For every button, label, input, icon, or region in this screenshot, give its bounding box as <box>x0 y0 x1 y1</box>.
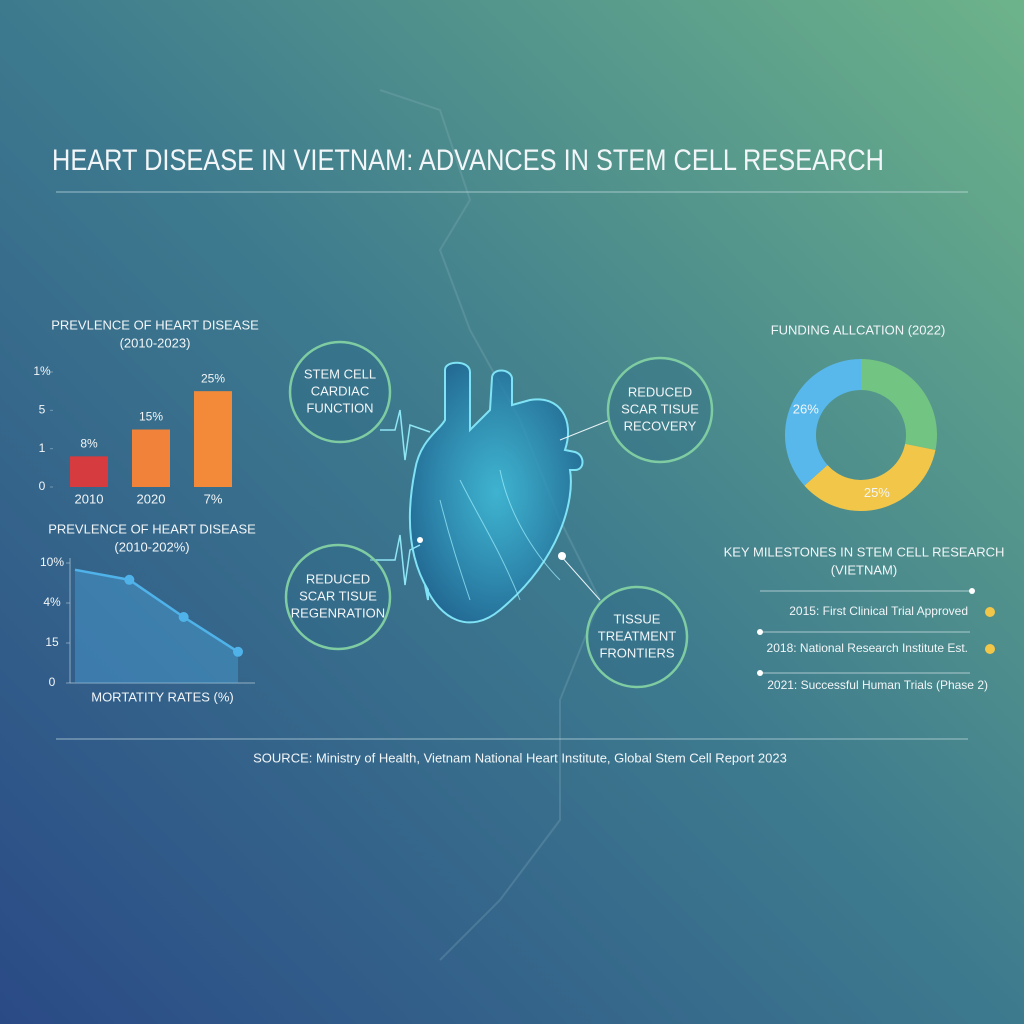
y-tick-label: 4% <box>43 595 61 609</box>
x-axis-label: MORTATITY RATES (%) <box>91 689 234 704</box>
bubble-label: SCAR TISUE <box>621 401 699 416</box>
donut-segment <box>804 443 936 512</box>
main-title: HEART DISEASE IN VIETNAM: ADVANCES IN ST… <box>52 144 884 177</box>
bubble-label: CARDIAC <box>311 383 370 398</box>
bar <box>132 429 170 487</box>
x-tick-label: 7% <box>204 491 223 506</box>
bar <box>70 456 108 487</box>
point <box>233 646 243 657</box>
bubble-label: TREATMENT <box>598 628 677 643</box>
bubble-label: REDUCED <box>306 571 370 586</box>
y-tick-label: 15 <box>45 635 59 649</box>
bubble-label: STEM CELL <box>304 366 376 381</box>
bubble-label: RECOVERY <box>624 418 697 433</box>
bubble-label: FRONTIERS <box>599 645 674 660</box>
bar <box>194 391 232 487</box>
chart-title: FUNDING ALLCATION (2022) <box>771 322 946 337</box>
milestone: 2015: First Clinical Trial Approved <box>789 604 968 618</box>
node <box>417 537 423 543</box>
milestones-title: KEY MILESTONES IN STEM CELL RESEARCH <box>724 544 1005 559</box>
source: SOURCE: Ministry of Health, Vietnam Nati… <box>253 750 787 765</box>
area <box>75 569 238 683</box>
connector <box>559 419 611 441</box>
donut-segment <box>861 359 938 451</box>
heart-illustration <box>370 361 611 624</box>
chart-title: PREVLENCE OF HEART DISEASE <box>48 521 256 536</box>
milestone-dot <box>985 607 995 617</box>
x-tick-label: 2010 <box>75 491 104 506</box>
chart-title: (2010-2023) <box>120 335 191 350</box>
value-label: 8% <box>80 437 98 451</box>
y-tick-label: 10% <box>40 555 64 569</box>
value-label: 26% <box>793 402 819 417</box>
bubble <box>284 543 392 651</box>
milestones-title: (VIETNAM) <box>831 562 897 577</box>
connector <box>559 554 601 601</box>
point <box>178 612 189 622</box>
value-label: 15% <box>139 410 163 424</box>
y-tick-label: 5 <box>39 403 46 417</box>
y-tick-label: 1 <box>39 441 46 455</box>
point <box>124 574 135 585</box>
bubble-label: TISSUE <box>614 611 661 626</box>
pulse-line <box>380 409 431 461</box>
heart <box>408 361 584 624</box>
milestone-dot <box>985 644 995 654</box>
x-tick-label: 2020 <box>137 491 166 506</box>
y-tick-label: 0 <box>49 675 56 689</box>
bubble-label: REDUCED <box>628 384 692 399</box>
y-tick-label: 0 <box>39 479 46 493</box>
heart-vessels <box>439 469 561 601</box>
pulse-line <box>370 534 421 586</box>
milestone: 2018: National Research Institute Est. <box>767 641 968 655</box>
donut-segment <box>784 358 861 486</box>
bubble-label: SCAR TISUE <box>299 588 377 603</box>
bubble-label: REGENRATION <box>291 605 385 620</box>
value-label: 25% <box>201 371 225 385</box>
bubble <box>288 340 392 444</box>
timeline-dot <box>969 588 975 594</box>
bubble-label: FUNCTION <box>306 400 373 415</box>
y-tick-label: 1% <box>33 364 51 378</box>
value-label: 25% <box>864 485 890 500</box>
milestone: 2021: Successful Human Trials (Phase 2) <box>767 678 988 692</box>
chart-title: PREVLENCE OF HEART DISEASE <box>51 317 259 332</box>
node <box>558 552 566 560</box>
bubble <box>585 585 689 689</box>
bubble <box>606 356 714 464</box>
timeline-dot <box>757 629 763 635</box>
chart-title: (2010-202%) <box>114 539 189 554</box>
timeline-dot <box>757 670 763 676</box>
line <box>74 568 239 653</box>
